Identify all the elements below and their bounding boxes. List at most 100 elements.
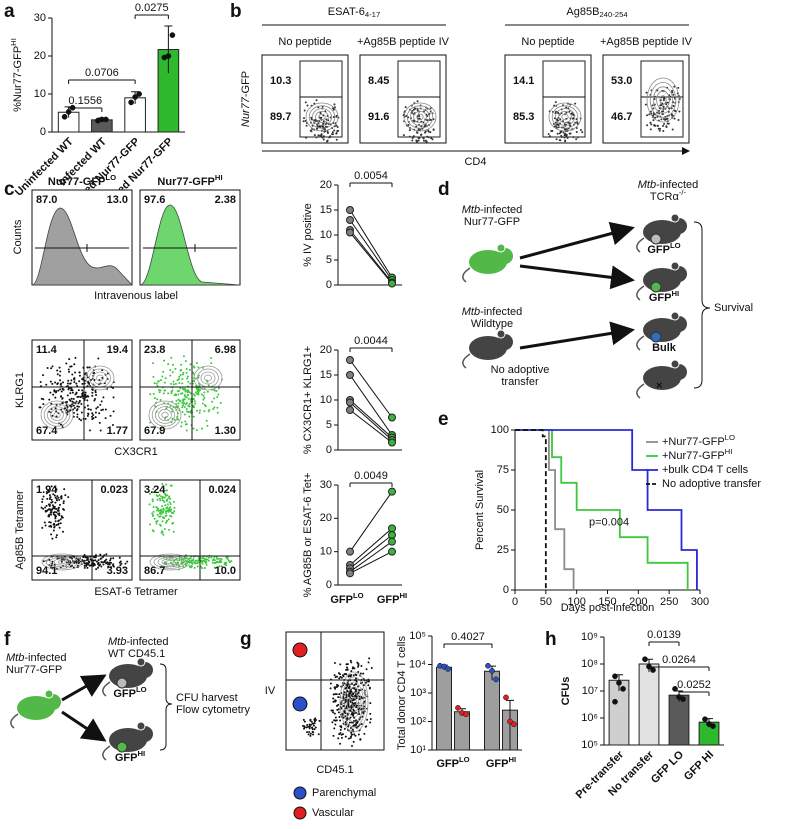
data-point [672,686,678,692]
event-dot [97,561,100,564]
event-dot [68,370,71,373]
event-dot [58,514,61,517]
event-dot [163,527,166,530]
event-dot [195,562,198,565]
event-dot [338,716,341,719]
event-dot [158,515,161,518]
diagram-text: transfer [501,376,539,388]
contour [204,374,212,382]
x-axis-label: Days post-infection [561,602,655,614]
event-dot [646,124,649,127]
event-dot [162,516,165,519]
event-dot [178,389,181,392]
text-part: -infected [480,204,522,216]
event-dot [220,561,223,564]
event-dot [330,709,333,712]
event-dot [57,496,60,499]
text-part: -/- [679,188,687,197]
event-dot [55,524,58,527]
event-dot [412,135,415,138]
contour [315,111,329,124]
text-part: Mtb [108,636,126,648]
event-dot [430,137,433,140]
contour [351,696,357,708]
event-dot [152,375,155,378]
diagram-text: WT CD45.1 [108,648,165,660]
event-dot [677,119,680,122]
event-dot [170,356,173,359]
data-point [388,413,396,422]
event-dot [556,132,559,135]
event-dot [151,500,154,503]
text-part: TCRα [650,191,680,203]
event-dot [352,712,355,715]
event-dot [344,673,347,676]
event-dot [158,494,161,497]
event-dot [60,395,63,398]
event-dot [424,130,427,133]
pair-line [349,541,393,573]
event-dot [565,106,568,109]
event-dot [112,557,115,560]
event-dot [178,375,181,378]
event-dot [335,131,338,134]
event-dot [357,670,360,673]
event-dot [169,497,172,500]
bar [436,666,452,751]
event-dot [201,561,204,564]
event-dot [574,102,577,105]
pair-line [349,402,393,441]
event-dot [319,134,322,137]
event-dot [55,403,58,406]
event-dot [109,559,112,562]
contour [200,371,216,385]
text-part: WT CD45.1 [108,648,165,660]
event-dot [174,405,177,408]
event-dot [183,393,186,396]
event-dot [55,488,58,491]
contour [551,105,579,129]
event-dot [163,417,166,420]
event-dot [216,395,219,398]
gate-value-high: 10.3 [270,75,291,87]
event-dot [52,393,55,396]
event-dot [39,406,42,409]
event-dot [186,377,189,380]
event-dot [197,558,200,561]
event-dot [77,405,80,408]
event-dot [201,557,204,560]
event-dot [60,390,63,393]
panel-label: g [240,629,252,650]
event-dot [193,400,196,403]
mouse-tail [462,267,471,283]
event-dot [41,526,44,529]
event-dot [95,407,98,410]
event-dot [215,561,218,564]
event-dot [51,560,54,563]
event-dot [41,500,44,503]
event-dot [306,723,309,726]
event-dot [210,556,213,559]
event-dot [357,733,360,736]
event-dot [75,561,78,564]
event-dot [336,708,339,711]
event-dot [165,489,168,492]
event-dot [560,136,563,139]
data-point [642,656,648,663]
recipient-label: GFPHI [115,749,145,764]
y-tick-label: 5 [326,419,332,431]
bar [454,711,470,751]
x-axis-label: CD45.1 [316,764,353,776]
legend-swatch [293,806,307,820]
text-part: Nur77-GFP [6,664,62,676]
p-value: 0.4027 [451,631,485,643]
event-dot [558,139,561,142]
event-dot [345,666,348,669]
histogram-title: Nur77-GFPLO [48,173,116,188]
event-dot [554,121,557,124]
event-dot [576,136,579,139]
event-dot [96,406,99,409]
event-dot [159,399,162,402]
event-dot [59,518,62,521]
event-dot [353,687,356,690]
